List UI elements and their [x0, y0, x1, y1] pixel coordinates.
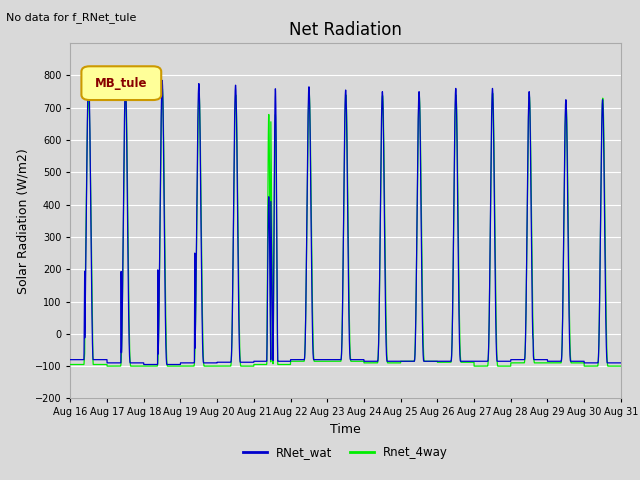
Text: No data for f_RNet_tule: No data for f_RNet_tule: [6, 12, 137, 23]
Y-axis label: Solar Radiation (W/m2): Solar Radiation (W/m2): [16, 148, 29, 294]
X-axis label: Time: Time: [330, 423, 361, 436]
Title: Net Radiation: Net Radiation: [289, 21, 402, 39]
Text: MB_tule: MB_tule: [95, 77, 148, 90]
Legend: RNet_wat, Rnet_4way: RNet_wat, Rnet_4way: [238, 441, 453, 464]
FancyBboxPatch shape: [81, 66, 161, 100]
